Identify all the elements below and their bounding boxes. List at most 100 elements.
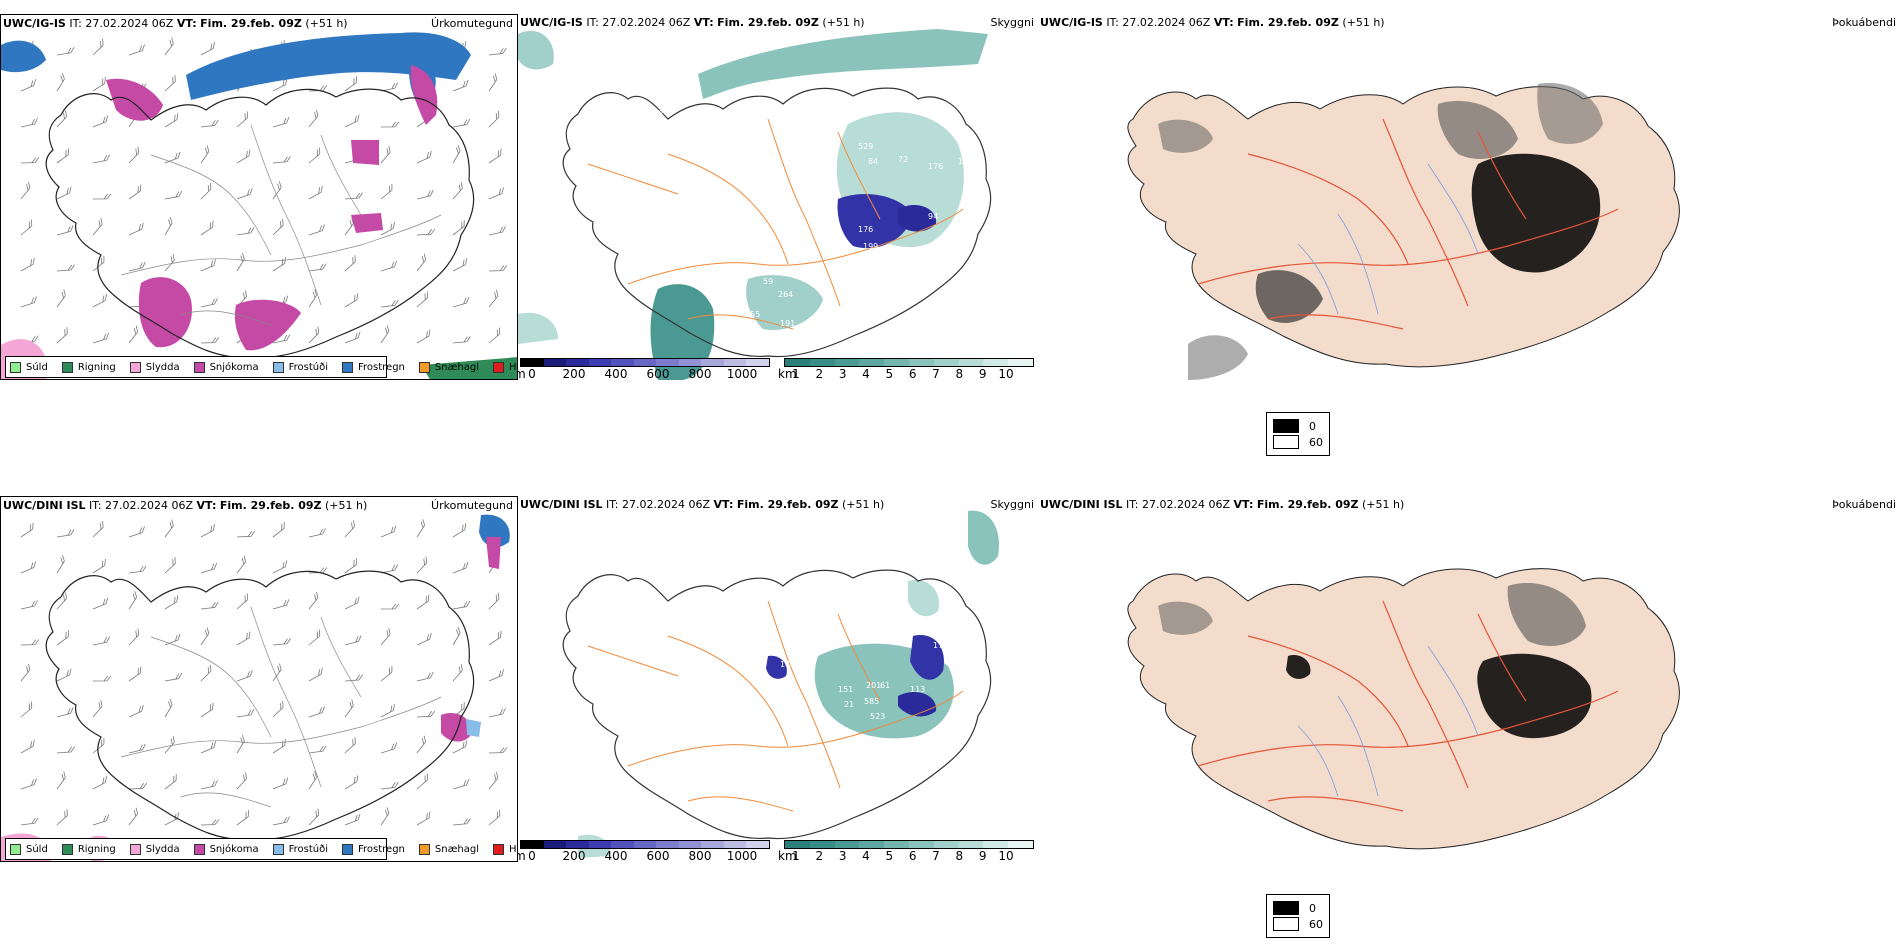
precip-area-rigning: [421, 357, 517, 379]
precip-type-map-bottom: [1, 514, 510, 861]
fog-low: [1158, 601, 1213, 635]
precip-area-snjokoma: [410, 65, 438, 125]
legend-item: Frostregn: [342, 843, 405, 855]
wind-barb: [92, 699, 103, 718]
panel-type-label: Skyggni: [990, 498, 1034, 511]
wind-barb: [200, 780, 218, 790]
cloud-base-panel-bottom: 178 140 151 201 61 113 21 585 523 UWC/DINI ISL I…: [518, 496, 1038, 862]
wind-barb: [56, 668, 72, 682]
wind-barb: [92, 294, 107, 308]
visibility-label: 179: [958, 157, 973, 166]
wind-barb: [128, 782, 148, 790]
scale-segment: [566, 841, 589, 848]
scale-tick: 8: [955, 367, 964, 380]
legend-swatch: [342, 843, 353, 855]
wind-barb: [92, 814, 110, 826]
wind-barb: [236, 709, 255, 718]
scale-bar: [784, 840, 1034, 849]
coastline: [562, 87, 992, 358]
wind-barb: [380, 82, 399, 92]
scale-tick: 200: [562, 849, 586, 862]
wind-barb: [56, 529, 75, 538]
wind-barb: [20, 778, 37, 790]
wind-barb: [488, 708, 506, 718]
height-scale: m 0 200 400 600 800 1000: [518, 358, 770, 380]
wind-barb: [92, 520, 104, 538]
wind-barb: [416, 710, 436, 718]
wind-barb: [380, 145, 391, 164]
visibility-label: 59: [763, 277, 773, 286]
legend-swatch: [193, 843, 205, 855]
visibility-label: 523: [870, 712, 885, 721]
wind-barb: [488, 47, 507, 56]
wind-barb: [200, 259, 216, 272]
wind-barb: [164, 774, 177, 790]
wind-barb: [416, 228, 436, 236]
wind-barb: [452, 561, 469, 574]
wind-barb: [236, 772, 247, 790]
wind-barb: [56, 264, 75, 272]
scale-segment: [611, 359, 634, 366]
wind-barb: [344, 699, 354, 718]
scale-segment: [588, 841, 612, 848]
scale-segment: [1008, 841, 1033, 848]
scale-tick: 5: [885, 367, 894, 380]
wind-barb: [452, 258, 468, 272]
wind-barb: [416, 253, 427, 272]
road-network: [587, 118, 964, 330]
precip-area-snjokoma: [441, 713, 472, 742]
scale-segment: [908, 359, 934, 366]
wind-barb: [272, 156, 291, 164]
wind-barb: [308, 771, 318, 790]
wind-barbs: [20, 519, 508, 826]
scale-segment: [983, 359, 1009, 366]
wind-barb: [56, 289, 66, 308]
visibility-label: 201: [866, 681, 881, 690]
wind-barb: [200, 42, 215, 56]
wind-barb: [488, 187, 504, 200]
scale-segment: [983, 841, 1009, 848]
scale-segment: [701, 359, 724, 366]
wind-barb: [200, 627, 210, 646]
scale-tick: 4: [862, 367, 870, 380]
wind-barb: [164, 151, 181, 164]
panel-type-label: Úrkomutegund: [431, 17, 513, 30]
wind-barb: [416, 189, 434, 200]
wind-barb: [20, 600, 38, 610]
wind-barb: [92, 154, 111, 164]
wind-barb: [20, 701, 33, 718]
legend-label: Súld: [26, 361, 48, 373]
scale-segment: [656, 359, 679, 366]
scale-segment: [1008, 359, 1033, 366]
scale-segment: [958, 841, 984, 848]
scale-segment: [678, 359, 702, 366]
wind-barb: [272, 257, 286, 272]
visibility-scale: km 1 2 3 4 5 6 7 8 9 10: [778, 358, 1034, 380]
precip-area-frostregn: [1, 40, 46, 73]
scale-tick: 3: [838, 849, 847, 862]
wind-barb: [164, 557, 176, 574]
wind-barb: [272, 117, 290, 128]
wind-barb: [416, 594, 430, 610]
scale-segment: [543, 841, 567, 848]
wind-barb: [452, 220, 465, 236]
wind-barb: [20, 639, 40, 646]
scale-tick: 4: [862, 849, 870, 862]
scale-segment: [656, 841, 679, 848]
scale-segment: [859, 359, 885, 366]
scale-segment: [785, 841, 810, 848]
scale-segment: [834, 359, 860, 366]
wind-barb: [344, 596, 360, 610]
visibility-label: 61: [880, 681, 890, 690]
scale-unit: m: [518, 367, 526, 380]
wind-barb: [20, 157, 40, 164]
wind-barb: [380, 260, 398, 272]
wind-barb: [416, 811, 431, 826]
wind-barb: [308, 224, 325, 236]
wind-barb: [272, 218, 284, 236]
wind-barb: [380, 781, 399, 790]
cloud-base-panel-top: 57 32 529 84 72 176 179 94 176 199 59 264 55 191 UWC/…: [518, 14, 1038, 380]
wind-barb: [56, 186, 72, 200]
wind-barb: [20, 817, 39, 826]
scale-segment: [746, 841, 770, 848]
